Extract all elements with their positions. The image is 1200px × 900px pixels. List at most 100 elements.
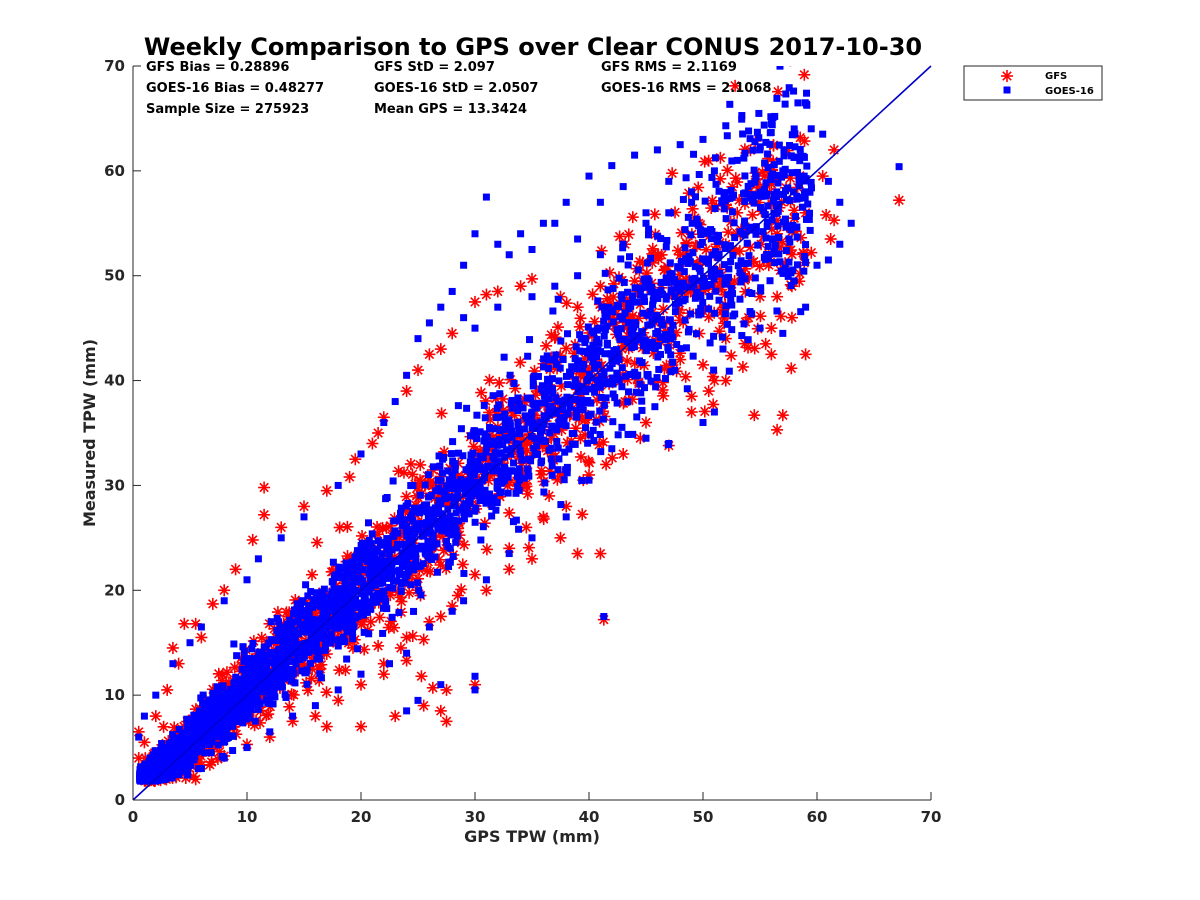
gfs-point bbox=[520, 521, 533, 534]
goes16-point bbox=[681, 244, 689, 252]
goes16-point bbox=[796, 157, 804, 165]
goes16-point bbox=[554, 295, 562, 303]
goes16-point bbox=[576, 331, 584, 339]
goes16-point bbox=[314, 596, 322, 604]
goes16-point bbox=[547, 455, 555, 463]
gfs-point bbox=[412, 364, 424, 377]
goes16-point bbox=[666, 259, 674, 267]
goes16-point bbox=[562, 513, 570, 521]
goes16-point bbox=[572, 380, 580, 388]
goes16-point bbox=[711, 309, 719, 317]
y-tick-label: 0 bbox=[115, 791, 125, 809]
goes16-point bbox=[785, 268, 793, 276]
goes16-point bbox=[545, 405, 553, 413]
goes16-point bbox=[390, 517, 398, 525]
goes16-point bbox=[397, 580, 405, 588]
goes16-point bbox=[289, 712, 297, 720]
goes16-point bbox=[241, 685, 249, 693]
goes16-point bbox=[782, 223, 790, 231]
gfs-point bbox=[320, 686, 333, 699]
gfs-point bbox=[434, 343, 447, 356]
gfs-point bbox=[306, 568, 319, 581]
goes16-point bbox=[642, 219, 650, 227]
goes16-point bbox=[524, 352, 532, 360]
goes16-point bbox=[720, 205, 728, 213]
goes16-point bbox=[634, 266, 642, 274]
goes16-point bbox=[510, 459, 518, 467]
goes16-point bbox=[477, 536, 485, 544]
stat-text: Sample Size = 275923 bbox=[146, 102, 309, 117]
goes16-point bbox=[580, 360, 588, 368]
goes16-point bbox=[767, 128, 775, 136]
goes16-point bbox=[365, 519, 373, 527]
goes16-point bbox=[508, 433, 516, 441]
goes16-point bbox=[336, 587, 344, 595]
goes16-point bbox=[243, 576, 251, 584]
goes16-point bbox=[505, 251, 513, 259]
goes16-point bbox=[429, 463, 437, 471]
goes16-point bbox=[534, 450, 542, 458]
goes16-point bbox=[661, 375, 669, 383]
goes16-point bbox=[471, 672, 479, 680]
goes16-point bbox=[357, 609, 365, 617]
goes16-point bbox=[704, 258, 712, 266]
goes16-point bbox=[609, 390, 617, 398]
goes16-point bbox=[794, 99, 802, 107]
gfs-point bbox=[721, 164, 734, 177]
goes16-point bbox=[360, 628, 368, 636]
goes16-point bbox=[775, 234, 783, 242]
goes16-point bbox=[300, 513, 308, 521]
goes16-point bbox=[524, 468, 532, 476]
gfs-point bbox=[258, 481, 271, 494]
goes16-point bbox=[773, 94, 781, 102]
goes16-point bbox=[790, 277, 798, 285]
goes16-point bbox=[506, 371, 514, 379]
gfs-point bbox=[469, 568, 481, 581]
goes16-point bbox=[317, 674, 325, 682]
goes16-point bbox=[664, 343, 672, 351]
gfs-point bbox=[652, 252, 665, 265]
goes16-point bbox=[414, 579, 422, 587]
goes16-point bbox=[690, 150, 698, 158]
goes16-point bbox=[662, 295, 670, 303]
goes16-point bbox=[679, 279, 687, 287]
goes16-point bbox=[403, 532, 411, 540]
gfs-point bbox=[794, 131, 807, 144]
goes16-point bbox=[782, 247, 790, 255]
y-tick-label: 30 bbox=[104, 476, 125, 494]
gfs-point bbox=[748, 409, 761, 422]
goes16-point bbox=[582, 388, 590, 396]
goes16-point bbox=[337, 622, 345, 630]
goes16-point bbox=[515, 476, 523, 484]
goes16-point bbox=[388, 613, 396, 621]
goes16-point bbox=[216, 688, 224, 696]
gfs-point bbox=[656, 383, 669, 396]
goes16-point bbox=[407, 482, 415, 490]
goes16-point bbox=[652, 383, 660, 391]
goes16-point bbox=[251, 717, 259, 725]
goes16-point bbox=[588, 327, 596, 335]
goes16-point bbox=[514, 418, 522, 426]
goes16-point bbox=[624, 430, 632, 438]
gfs-point bbox=[571, 301, 584, 314]
goes16-point bbox=[802, 303, 810, 311]
gfs-point bbox=[666, 167, 679, 180]
goes16-point bbox=[733, 156, 741, 164]
goes16-point bbox=[779, 329, 787, 337]
goes16-point bbox=[403, 707, 411, 715]
goes16-point bbox=[640, 342, 648, 350]
goes16-point bbox=[254, 705, 262, 713]
goes16-point bbox=[613, 375, 621, 383]
gfs-point bbox=[648, 208, 661, 221]
goes16-point bbox=[574, 359, 582, 367]
goes16-point bbox=[638, 397, 646, 405]
goes16-point bbox=[638, 406, 646, 414]
goes16-point bbox=[546, 429, 554, 437]
goes16-point bbox=[529, 374, 537, 382]
gfs-point bbox=[480, 543, 493, 556]
goes16-point bbox=[668, 270, 676, 278]
goes16-point bbox=[402, 522, 410, 530]
goes16-point bbox=[762, 179, 770, 187]
goes16-point bbox=[252, 693, 260, 701]
goes16-point bbox=[441, 520, 449, 528]
